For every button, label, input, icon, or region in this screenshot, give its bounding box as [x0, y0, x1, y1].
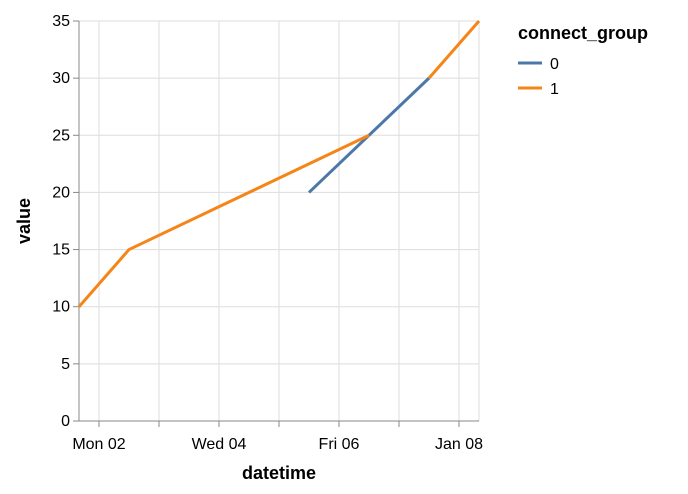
series-lines [77, 20, 481, 308]
y-tick-label: 20 [52, 184, 70, 201]
y-tick-label: 10 [52, 299, 70, 316]
series-line-1 [427, 20, 481, 80]
y-tick-label: 35 [52, 13, 70, 30]
x-axis-title: datetime [242, 463, 316, 483]
x-tick-label: Fri 06 [319, 436, 360, 453]
series-line-0 [307, 77, 431, 194]
x-tick-label: Jan 08 [435, 436, 483, 453]
legend-label-1: 1 [550, 81, 559, 98]
grid [79, 20, 480, 422]
y-tick-label: 0 [61, 413, 70, 430]
y-axis-title: value [14, 198, 34, 244]
series-line-1 [77, 133, 370, 308]
legend: connect_group 0 1 [518, 23, 648, 98]
y-tick-label: 5 [61, 356, 70, 373]
legend-label-0: 0 [550, 56, 559, 73]
axes: 0 5 10 15 20 25 30 35 Mon 02 Wed 04 Fri 06 Jan 08 [52, 13, 483, 453]
y-tick-label: 25 [52, 127, 70, 144]
x-tick-label: Mon 02 [72, 436, 125, 453]
y-tick-label: 15 [52, 242, 70, 259]
y-tick-label: 30 [52, 70, 70, 87]
x-tick-label: Wed 04 [192, 436, 247, 453]
legend-title: connect_group [518, 23, 648, 43]
